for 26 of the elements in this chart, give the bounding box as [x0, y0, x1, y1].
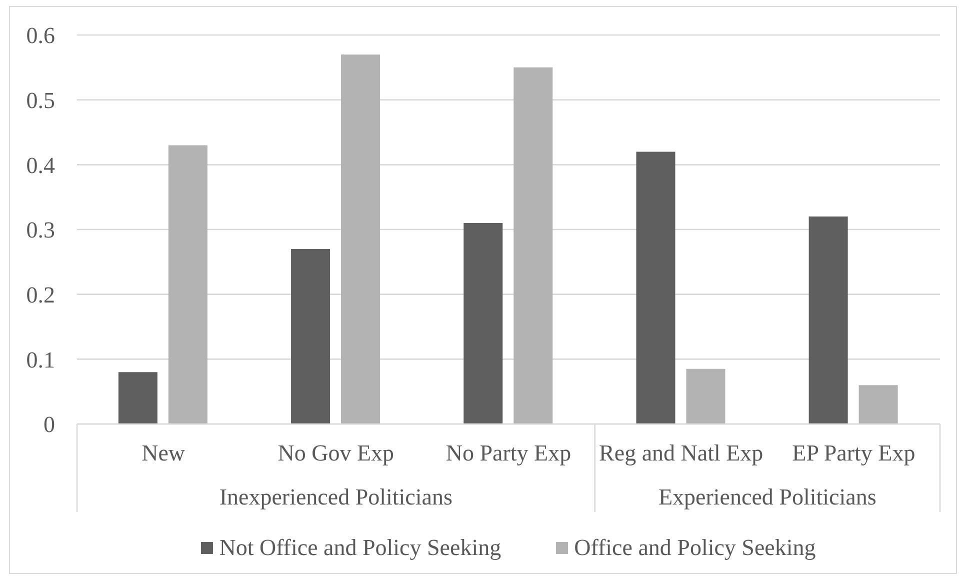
x-tick-label: Reg and Natl Exp [599, 440, 764, 466]
y-tick-label: 0.3 [26, 218, 55, 243]
y-tick-label: 0.5 [26, 88, 55, 113]
bar [118, 372, 158, 424]
bar [808, 216, 848, 424]
x-tick-label: No Gov Exp [278, 440, 394, 466]
bar [514, 67, 553, 424]
x-tick-label: EP Party Exp [792, 440, 916, 466]
text: Inexperienced Politicians [219, 484, 452, 510]
y-tick-label: 0 [44, 412, 55, 438]
x-tick-label: New [142, 440, 186, 466]
bar [341, 54, 380, 424]
y-tick-label: 0.4 [26, 152, 56, 178]
bar [464, 223, 503, 424]
legend-label: Office and Policy Seeking [574, 535, 816, 561]
bar [291, 248, 330, 424]
x-tick-label: No Party Exp [446, 440, 572, 466]
legend-label: Not Office and Policy Seeking [219, 535, 502, 561]
bar [858, 385, 898, 424]
bar [686, 368, 726, 424]
y-tick-label: 0.2 [26, 282, 55, 308]
bar [636, 152, 676, 424]
y-tick-label: 0.6 [26, 23, 55, 48]
y-tick-label: 0.1 [26, 347, 55, 372]
text: Experienced Politicians [658, 484, 876, 510]
bar [168, 145, 208, 424]
